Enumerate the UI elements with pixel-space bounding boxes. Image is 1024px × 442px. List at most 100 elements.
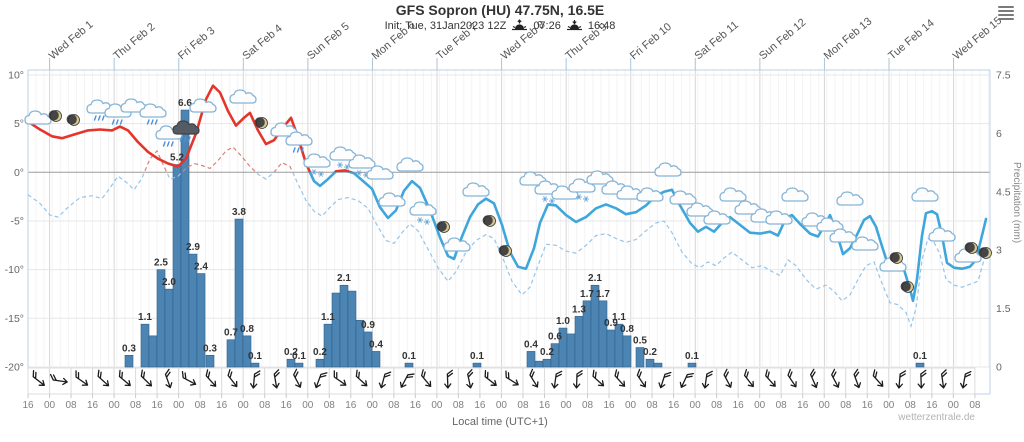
wind-barbs (27, 367, 976, 395)
hour-label: 08 (969, 400, 981, 411)
chart-header: GFS Sopron (HU) 47.75N, 16.5E Init: Tue,… (0, 2, 1000, 32)
cloud-icon (396, 157, 424, 172)
hour-label: 00 (625, 400, 637, 411)
wind-barb-icon (444, 369, 454, 389)
precip-bar (140, 323, 150, 368)
precip-tick-label: 1.5 (996, 303, 1011, 315)
cloud-icon (654, 162, 682, 177)
hour-label: 16 (474, 400, 486, 411)
hour-label: 00 (690, 400, 702, 411)
hour-label: 00 (109, 400, 121, 411)
hour-label: 16 (797, 400, 809, 411)
precip-bar (196, 273, 206, 368)
precip-bar (323, 323, 333, 368)
cloud-icon (765, 210, 793, 225)
precip-bar (172, 164, 182, 368)
precip-value-label: 0.2 (643, 347, 657, 358)
wind-barb-icon (809, 368, 819, 389)
hour-label: 16 (345, 400, 357, 411)
hour-label: 08 (259, 400, 271, 411)
precip-value-label: 0.9 (604, 318, 618, 329)
hour-label: 16 (216, 400, 228, 411)
precip-value-label: 0.8 (620, 324, 634, 335)
temp-tick-label: -5° (10, 215, 24, 227)
precip-bar (226, 339, 236, 368)
cloud-icon (189, 98, 217, 113)
hour-label: 00 (560, 400, 572, 411)
wind-barb-icon (32, 369, 45, 386)
chart-menu-button[interactable] (998, 6, 1014, 20)
hour-label: 16 (926, 400, 938, 411)
hour-label: 08 (195, 400, 207, 411)
hour-label: 08 (517, 400, 529, 411)
wind-barb-icon (378, 371, 392, 389)
hour-label: 00 (819, 400, 831, 411)
wind-barb-icon (701, 370, 713, 389)
precip-bar (606, 329, 616, 368)
cloud-icon (928, 227, 956, 242)
precip-value-label: 0.6 (548, 332, 562, 343)
precip-value-label: 0.4 (524, 339, 538, 350)
precip-tick-label: 6 (996, 128, 1002, 140)
temp-tick-label: -10° (5, 264, 24, 276)
cloud-icon (636, 187, 664, 202)
precipitation-axis-labels: 7.5 6 4.5 3 1.5 0 Precipitation (mm) (996, 70, 1022, 374)
hour-label: 00 (367, 400, 379, 411)
wind-barb-icon (636, 368, 647, 388)
precip-bar (598, 300, 608, 368)
precip-bar (331, 292, 341, 368)
wind-barb-icon (895, 370, 907, 389)
precip-value-label: 1.7 (580, 289, 594, 300)
wind-barb-icon (399, 373, 415, 388)
precip-bar (205, 355, 215, 368)
wind-barb-icon (355, 369, 368, 387)
wind-barb-icon (333, 370, 347, 386)
wind-barb-icon (743, 368, 754, 388)
snow-icon (409, 201, 437, 225)
wind-barb-icon (853, 368, 862, 389)
wind-barb-icon (658, 371, 672, 389)
hour-label: 16 (87, 400, 99, 411)
cloud-icon (669, 190, 697, 205)
weather-icons (24, 89, 992, 293)
sunrise-icon (512, 19, 528, 31)
moon-icon (498, 245, 512, 257)
wind-barb-icon (679, 372, 694, 388)
precip-value-label: 2.1 (588, 273, 602, 284)
precip-bar (574, 316, 584, 368)
moon-icon (482, 215, 496, 227)
precip-tick-label: 7.5 (996, 70, 1011, 82)
wind-barb-icon (831, 368, 840, 388)
wind-barb-icon (250, 370, 261, 389)
precip-value-label: 1.0 (556, 316, 570, 327)
wind-barb-icon (484, 369, 497, 386)
hour-label: 00 (173, 400, 185, 411)
rain-icon (285, 131, 313, 153)
wind-barb-icon (592, 369, 605, 387)
hour-label: 00 (238, 400, 250, 411)
precip-bar (180, 109, 190, 368)
precip-axis-title: Precipitation (mm) (1011, 162, 1022, 243)
precip-bar (234, 218, 244, 368)
precip-value-label: 5.2 (170, 153, 184, 164)
moon-icon (436, 221, 450, 233)
x-axis-title: Local time (UTC+1) (452, 416, 548, 428)
precip-bar (242, 335, 252, 368)
moon-icon (66, 114, 80, 126)
hour-label: 00 (948, 400, 960, 411)
precip-value-label: 0.4 (369, 339, 383, 350)
temp-tick-label: -20° (5, 361, 24, 373)
precip-bar (294, 362, 304, 368)
precip-tick-label: 3 (996, 245, 1002, 257)
precip-bar (566, 333, 576, 368)
cloud-icon (24, 110, 52, 125)
moon-icon (964, 242, 978, 254)
cloud-icon (851, 236, 879, 251)
cloud-icon (836, 191, 864, 206)
precipitation-bars (124, 109, 925, 368)
wind-barb-icon (959, 370, 972, 389)
cloud-icon (829, 228, 857, 243)
cloud-icon (911, 187, 939, 202)
precip-bar (472, 362, 482, 368)
